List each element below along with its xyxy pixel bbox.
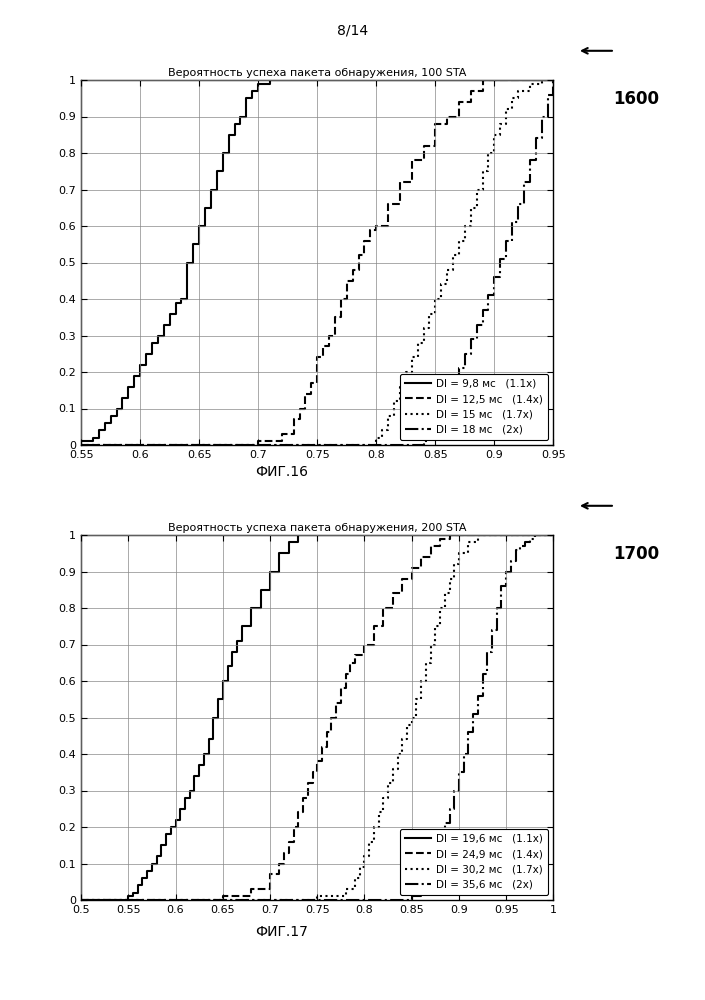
Text: ФИГ.16: ФИГ.16 <box>255 465 309 479</box>
Legend: DI = 19,6 мс   (1.1x), DI = 24,9 мс   (1.4x), DI = 30,2 мс   (1.7x), DI = 35,6 м: DI = 19,6 мс (1.1x), DI = 24,9 мс (1.4x)… <box>400 829 548 895</box>
Text: 1600: 1600 <box>613 90 659 108</box>
Text: 1700: 1700 <box>613 545 659 563</box>
Title: Вероятность успеха пакета обнаружения, 200 STA: Вероятность успеха пакета обнаружения, 2… <box>168 523 467 533</box>
Title: Вероятность успеха пакета обнаружения, 100 STA: Вероятность успеха пакета обнаружения, 1… <box>168 68 467 78</box>
Text: 8/14: 8/14 <box>337 23 368 37</box>
Legend: DI = 9,8 мс   (1.1x), DI = 12,5 мс   (1.4x), DI = 15 мс   (1.7x), DI = 18 мс   (: DI = 9,8 мс (1.1x), DI = 12,5 мс (1.4x),… <box>400 374 548 440</box>
Text: ФИГ.17: ФИГ.17 <box>256 925 309 939</box>
